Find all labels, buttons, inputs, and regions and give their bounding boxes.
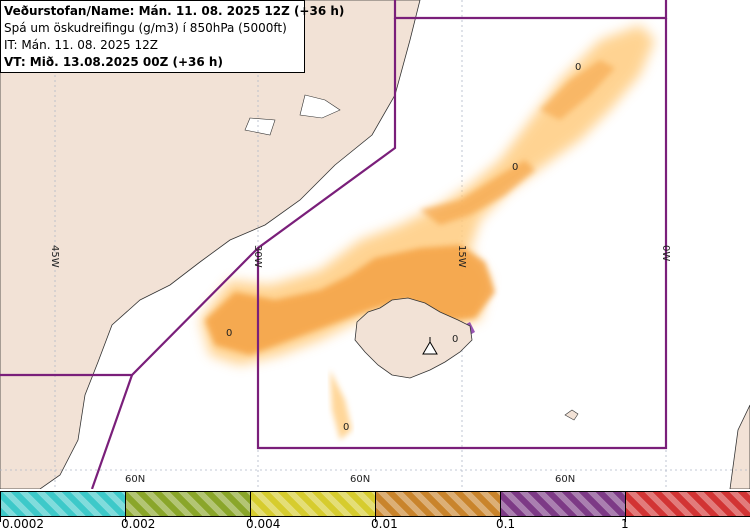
contour-label: 0 (575, 62, 581, 73)
legend-tick-label: 0.0002 (2, 517, 44, 531)
legend-color-bin (625, 491, 750, 517)
parallel-label: 60N (555, 474, 575, 485)
iceland-landmass (354, 297, 473, 379)
legend-tick (375, 514, 376, 522)
meridian-label: 45W (49, 245, 60, 268)
legend-tick (0, 514, 1, 522)
meridian-label: 0W (660, 245, 671, 261)
legend-tick (500, 514, 501, 522)
volcano-icon (422, 337, 438, 355)
legend-tick (625, 514, 626, 522)
legend-color-bin (125, 491, 251, 517)
contour-label: 0 (512, 162, 518, 173)
legend-color-bin (500, 491, 626, 517)
legend-tick-label: 0.004 (246, 517, 281, 531)
legend-tick (250, 514, 251, 522)
greenland-landmass (0, 0, 421, 490)
legend-tick-label: 0.01 (371, 517, 398, 531)
legend-color-bin (0, 491, 126, 517)
legend-color-bin (250, 491, 376, 517)
fir-boundary (0, 0, 668, 490)
issue-time-line: IT: Mán. 11. 08. 2025 12Z (4, 38, 158, 52)
legend-tick-label: 1 (621, 517, 629, 531)
parallel-label: 60N (350, 474, 370, 485)
meridian-label: 15W (456, 245, 467, 268)
forecast-info-box: Veðurstofan/Name: Mán. 11. 08. 2025 12Z … (0, 0, 345, 73)
legend-tick-label: 0.1 (496, 517, 516, 531)
legend-tick (125, 514, 126, 522)
legend-tick-label: 0.002 (121, 517, 156, 531)
valid-time-line: VT: Mið. 13.08.2025 00Z (+36 h) (4, 55, 223, 69)
parallel-label: 60N (125, 474, 145, 485)
product-line: Spá um öskudreifingu (g/m3) í 850hPa (50… (4, 21, 287, 35)
ash-plume (200, 25, 655, 440)
concentration-legend: 0.0002 0.002 0.004 0.01 0.1 1 (0, 489, 750, 532)
meridian-label: 30W (252, 245, 263, 268)
contour-label: 0 (343, 422, 349, 433)
legend-color-bin (375, 491, 501, 517)
issuer-line: Veðurstofan/Name: Mán. 11. 08. 2025 12Z … (4, 4, 345, 18)
contour-label: 0 (452, 334, 458, 345)
contour-label: 0 (226, 328, 232, 339)
